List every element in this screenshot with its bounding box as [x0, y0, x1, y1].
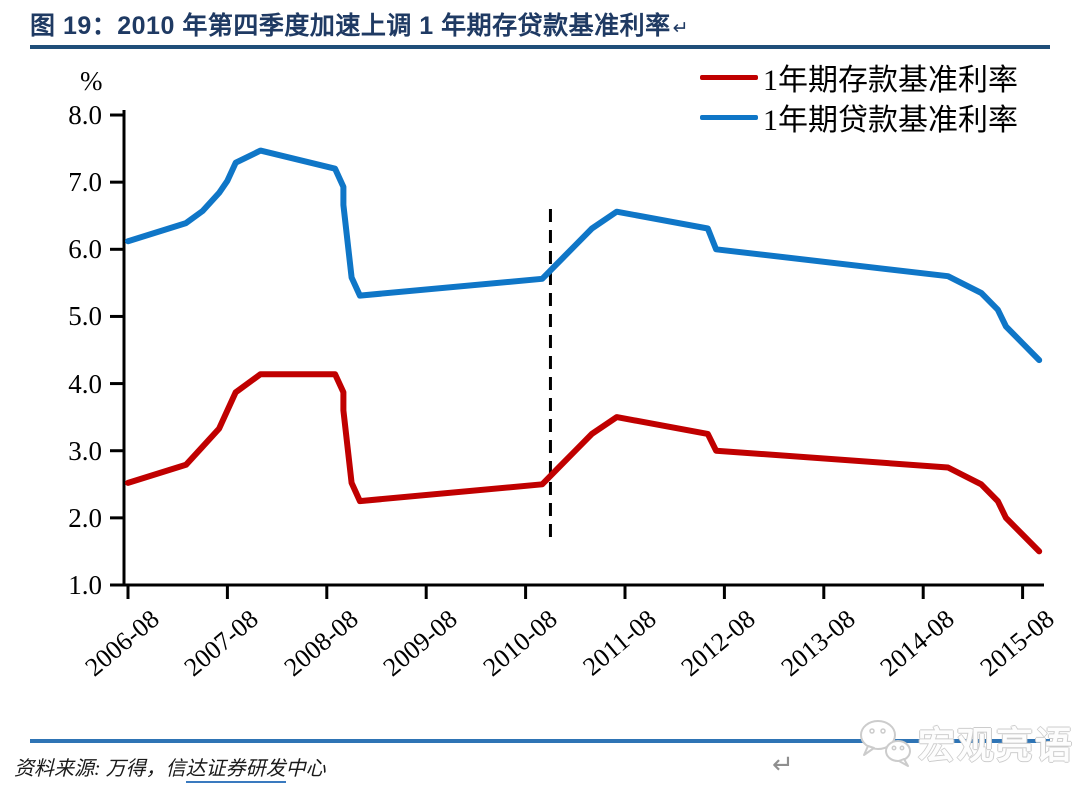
return-mark-icon: ↵	[772, 750, 794, 780]
y-tick-label: 2.0	[68, 502, 102, 533]
y-axis-unit-label: %	[80, 66, 103, 96]
y-tick-label: 4.0	[68, 368, 102, 399]
source-link[interactable]: 达证券研发	[185, 758, 286, 783]
wechat-icon	[860, 720, 911, 767]
legend-line-swatch	[700, 74, 758, 80]
source-note: 资料来源: 万得，信达证券研发中心	[14, 752, 326, 783]
y-tick-label: 5.0	[68, 301, 102, 332]
y-tick-label: 3.0	[68, 435, 102, 466]
loan-rate-line	[125, 147, 1043, 364]
legend-item: 1年期存款基准利率	[700, 57, 1018, 97]
source-prefix: 资料来源: 万得，信	[14, 758, 186, 780]
figure-title-text: 图 19：2010 年第四季度加速上调 1 年期存贷款基准利率	[30, 12, 671, 40]
figure-title: 图 19：2010 年第四季度加速上调 1 年期存贷款基准利率 ↵	[30, 6, 1050, 42]
source-suffix: 中心	[285, 758, 326, 780]
y-tick-label: 1.0	[68, 570, 102, 600]
brand-watermark: 宏观亮语	[854, 700, 1074, 784]
footer-divider	[30, 739, 1050, 743]
y-tick-label: 8.0	[68, 100, 102, 131]
return-mark-icon: ↵	[672, 17, 689, 38]
legend-label: 1年期贷款基准利率	[763, 104, 1018, 137]
legend-line-swatch	[700, 114, 758, 120]
axes	[122, 110, 1044, 587]
y-tick-label: 7.0	[68, 167, 102, 198]
watermark-text: 宏观亮语	[918, 725, 1074, 766]
legend-item: 1年期贷款基准利率	[700, 97, 1018, 137]
y-tick-label: 6.0	[68, 234, 102, 265]
chart-legend: 1年期存款基准利率 1年期贷款基准利率	[700, 57, 1018, 137]
legend-label: 1年期存款基准利率	[763, 64, 1018, 97]
deposit-rate-line	[125, 371, 1043, 555]
title-divider	[30, 45, 1050, 49]
